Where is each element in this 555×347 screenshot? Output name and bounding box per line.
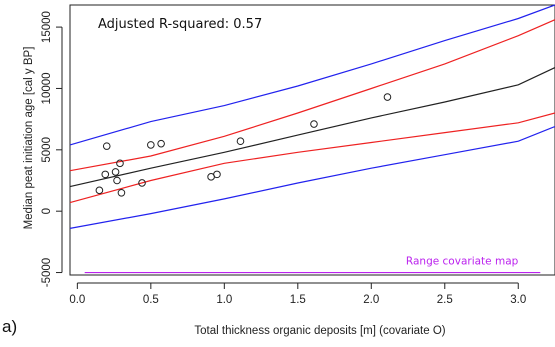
data-point: [383, 93, 392, 101]
y-axis-label: Median peat initiation age [cal y BP]: [23, 47, 35, 230]
y-tick-label: 5000: [41, 137, 53, 163]
x-axis: 0.0 0.5 1.0 1.5 2.0 2.5 3.0: [69, 282, 526, 306]
x-tick-label: 0.0: [69, 294, 85, 306]
regression-line: [69, 67, 555, 188]
prediction-lower-line: [69, 125, 555, 229]
data-point: [138, 179, 146, 187]
data-point: [95, 186, 104, 195]
confidence-upper-line: [69, 19, 555, 172]
data-point: [310, 120, 318, 128]
r-squared-annotation: Adjusted R-squared: 0.57: [98, 17, 262, 32]
data-point: [236, 137, 245, 146]
confidence-lower-line: [69, 112, 555, 204]
y-tick-label: 0: [41, 208, 53, 214]
data-point: [111, 168, 120, 176]
x-tick-label: 0.5: [143, 294, 159, 306]
y-tick-label: 10000: [41, 72, 53, 104]
y-tick-label: -5000: [41, 258, 53, 287]
y-tick-label: 15000: [41, 11, 53, 43]
series-lines: [69, 4, 555, 229]
x-axis-label: Total thickness organic deposits [m] (co…: [194, 325, 445, 337]
data-point: [101, 170, 110, 179]
range-covariate-map: Range covariate map: [84, 256, 541, 274]
data-point: [213, 170, 221, 179]
x-tick-label: 1.5: [290, 294, 306, 306]
data-points: [95, 93, 392, 197]
data-point: [157, 139, 165, 148]
data-point: [102, 142, 111, 150]
data-point: [147, 141, 155, 149]
x-tick-label: 2.0: [363, 294, 379, 306]
y-axis: -5000 0 5000 10000 15000: [41, 11, 63, 287]
plot-frame: [69, 4, 555, 276]
data-point: [116, 159, 124, 168]
data-point: [117, 188, 126, 197]
x-tick-label: 3.0: [510, 294, 526, 306]
x-tick-label: 1.0: [216, 294, 232, 306]
data-point: [113, 176, 121, 185]
range-label: Range covariate map: [406, 256, 519, 268]
prediction-upper-line: [69, 4, 555, 146]
panel-label: a): [2, 317, 17, 336]
x-tick-label: 2.5: [437, 294, 453, 306]
